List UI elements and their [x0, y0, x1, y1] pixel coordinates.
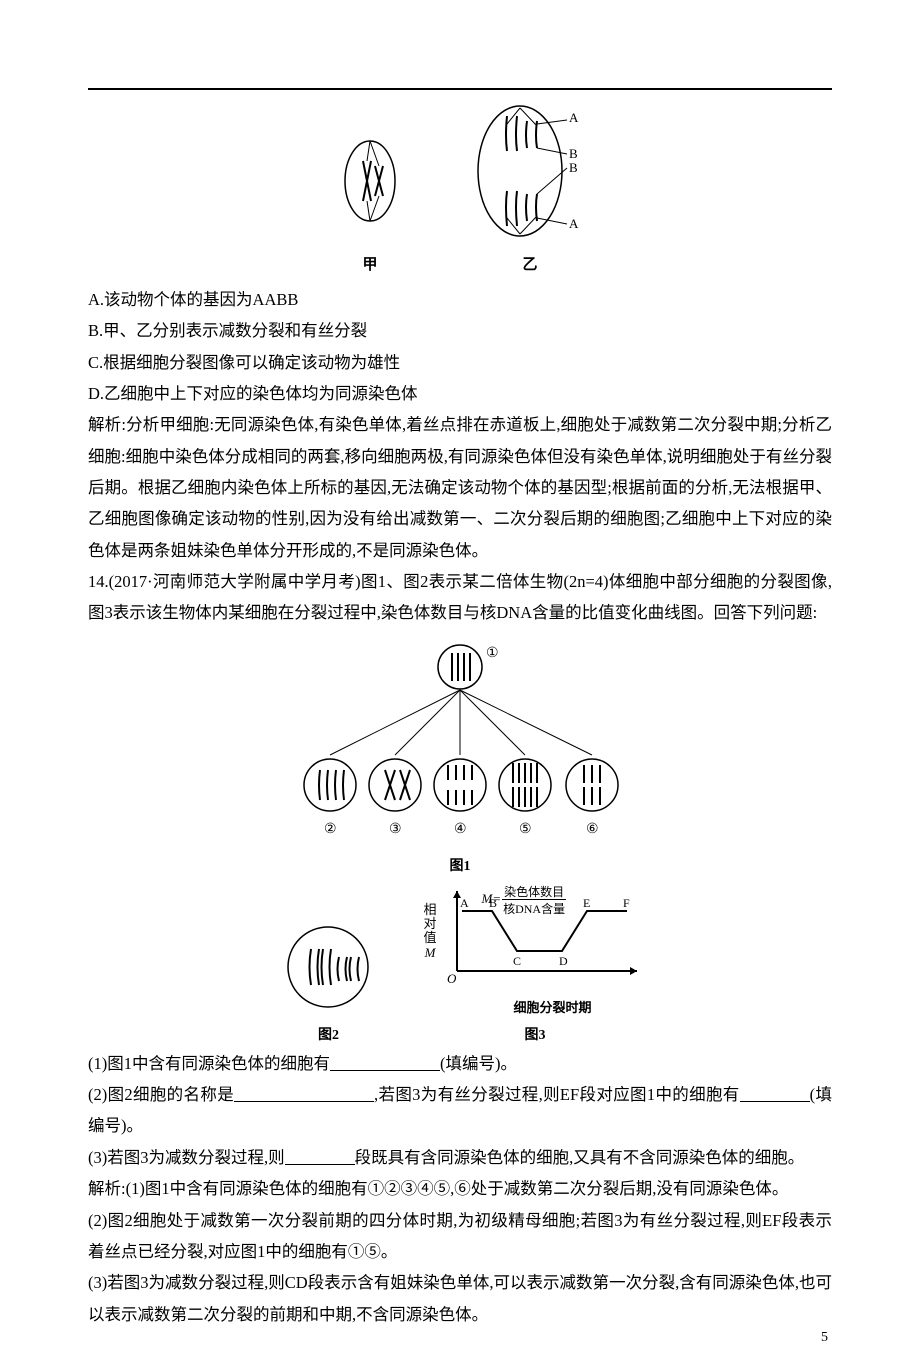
- option-c: C.根据细胞分裂图像可以确定该动物为雄性: [88, 347, 832, 378]
- figure-top-row: 甲: [88, 96, 832, 274]
- figure2: 图2: [273, 919, 383, 1044]
- figure1: ① ② ③ ④: [88, 635, 832, 875]
- option-d: D.乙细胞中上下对应的染色体均为同源染色体: [88, 378, 832, 409]
- option-a: A.该动物个体的基因为AABB: [88, 284, 832, 315]
- q14-3-b: 段既具有含同源染色体的细胞,又具有不含同源染色体的细胞。: [355, 1148, 805, 1167]
- blank-2[interactable]: [234, 1085, 374, 1103]
- yi-label: 乙: [465, 253, 595, 274]
- fig3-formula-lhs: M=: [481, 891, 501, 906]
- explain2-3: (3)若图3为减数分裂过程,则CD段表示含有姐妹染色单体,可以表示减数第一次分裂…: [88, 1267, 832, 1330]
- q14-1-a: (1)图1中含有同源染色体的细胞有: [88, 1054, 330, 1073]
- figure-jia: 甲: [325, 131, 415, 274]
- svg-text:O: O: [447, 971, 457, 986]
- q14-1-b: (填编号)。: [440, 1054, 517, 1073]
- svg-text:⑤: ⑤: [519, 822, 532, 837]
- fig3-ylab-m: M: [425, 945, 436, 960]
- blank-3[interactable]: [740, 1085, 810, 1103]
- explanation-1: 解析:分析甲细胞:无同源染色体,有染色单体,着丝点排在赤道板上,细胞处于减数第二…: [88, 409, 832, 566]
- q14-2-a: (2)图2细胞的名称是: [88, 1085, 234, 1104]
- svg-text:C: C: [513, 954, 521, 968]
- q14-stem: 14.(2017·河南师范大学附属中学月考)图1、图2表示某二倍体生物(2n=4…: [88, 566, 832, 629]
- fig3-ylab-1: 相: [423, 902, 436, 917]
- fig2-label: 图2: [273, 1024, 383, 1044]
- svg-text:⑥: ⑥: [586, 822, 599, 837]
- top-rule: [88, 88, 832, 90]
- jia-svg: [325, 131, 415, 246]
- figure3: 相 对 值 M A B C D E: [423, 881, 646, 1044]
- svg-text:③: ③: [389, 822, 402, 837]
- fig3-ylab-3: 值: [423, 930, 436, 945]
- blank-1[interactable]: [330, 1053, 440, 1071]
- q14-2: (2)图2细胞的名称是,若图3为有丝分裂过程,则EF段对应图1中的细胞有(填编号…: [88, 1079, 832, 1142]
- option-b: B.甲、乙分别表示减数分裂和有丝分裂: [88, 315, 832, 346]
- q14-3-a: (3)若图3为减数分裂过程,则: [88, 1148, 285, 1167]
- fig3-formula: M=染色体数目核DNA含量: [481, 883, 661, 917]
- svg-text:A: A: [460, 896, 469, 910]
- fig3-formula-den: 核DNA含量: [501, 902, 567, 916]
- page-number: 5: [821, 1330, 828, 1346]
- svg-text:②: ②: [324, 822, 337, 837]
- figure2-3-row: 图2 相 对 值 M A B: [88, 881, 832, 1044]
- yi-letter-b2: B: [569, 160, 578, 176]
- fig3-xlabel: 细胞分裂时期: [513, 997, 736, 1016]
- fig1-num-1: ①: [486, 646, 499, 661]
- yi-letter-a-top: A: [569, 110, 578, 126]
- blank-4[interactable]: [285, 1147, 355, 1165]
- q14-3: (3)若图3为减数分裂过程,则 段既具有含同源染色体的细胞,又具有不含同源染色体的…: [88, 1142, 832, 1173]
- svg-text:④: ④: [454, 822, 467, 837]
- fig3-ylab-2: 对: [423, 916, 436, 931]
- yi-letter-a-bot: A: [569, 216, 578, 232]
- page-container: 甲: [0, 0, 920, 1370]
- q14-1: (1)图1中含有同源染色体的细胞有 (填编号)。: [88, 1048, 832, 1079]
- fig1-svg: ① ② ③ ④: [280, 635, 640, 855]
- jia-label: 甲: [325, 253, 415, 274]
- fig1-label: 图1: [450, 855, 471, 875]
- explain2-2: (2)图2细胞处于减数第一次分裂前期的四分体时期,为初级精母细胞;若图3为有丝分…: [88, 1205, 832, 1268]
- fig2-svg: [273, 919, 383, 1019]
- fig3-formula-num: 染色体数目: [502, 885, 566, 900]
- explain2-1: 解析:(1)图1中含有同源染色体的细胞有①②③④⑤,⑥处于减数第二次分裂后期,没…: [88, 1173, 832, 1204]
- fig3-label: 图3: [423, 1024, 646, 1044]
- figure-yi: A B B A 乙: [465, 96, 595, 274]
- svg-text:D: D: [559, 954, 568, 968]
- q14-2-b: ,若图3为有丝分裂过程,则EF段对应图1中的细胞有: [374, 1085, 740, 1104]
